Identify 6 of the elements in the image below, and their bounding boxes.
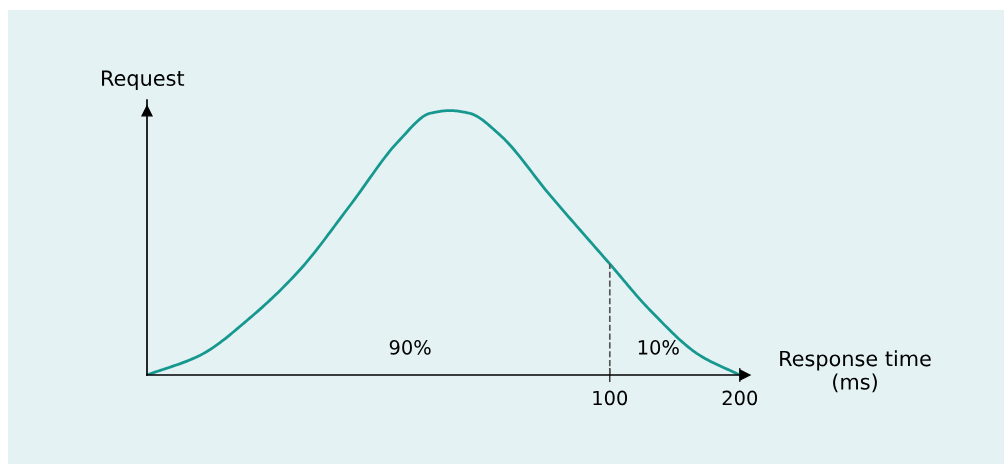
x-axis-title: Response time (ms) [780,350,931,393]
annotation: 10% [638,340,679,355]
x-tick-label: 200 [722,390,758,406]
y-axis-title: Request [102,70,185,91]
annotation: 90% [389,340,431,355]
x-tick-label: 100 [593,390,628,406]
